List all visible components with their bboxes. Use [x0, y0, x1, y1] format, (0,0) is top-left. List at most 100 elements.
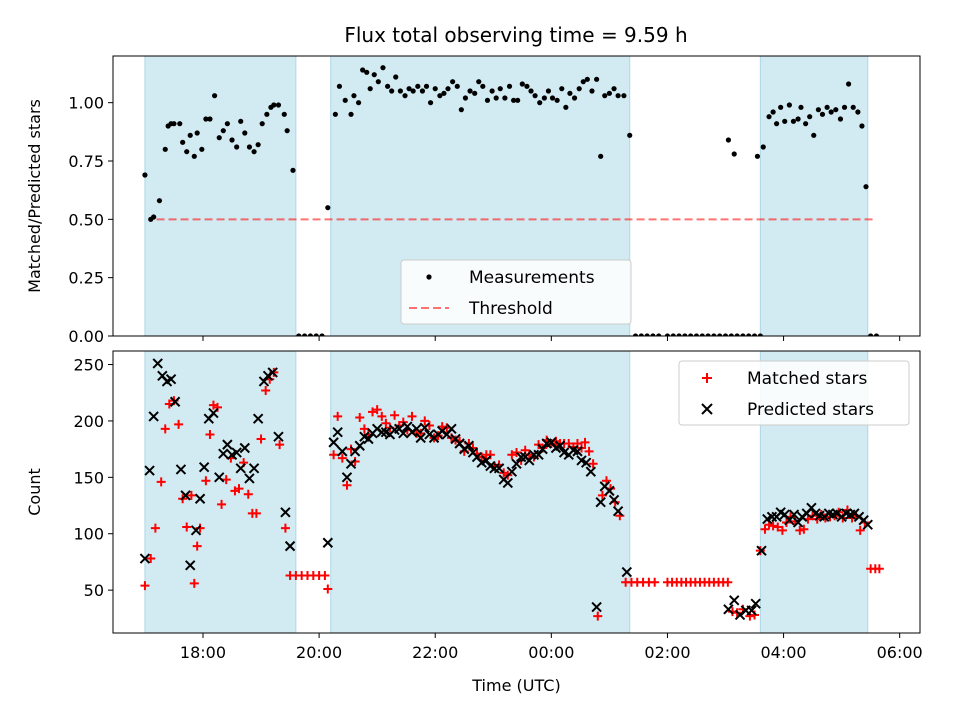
matched-star-point	[768, 521, 778, 531]
measurement-point	[194, 130, 200, 136]
legend: Matched stars Predicted stars	[678, 360, 910, 426]
measurement-point	[515, 97, 521, 103]
measurement-point	[427, 100, 434, 106]
matched-star-point	[507, 450, 517, 460]
predicted-star-point	[750, 598, 761, 609]
matched-star-point	[372, 405, 382, 415]
matched-star-point	[777, 525, 787, 535]
measurement-point	[151, 214, 157, 220]
measurement-point	[873, 333, 880, 336]
measurement-point	[778, 104, 784, 110]
predicted-star-point	[148, 411, 159, 422]
matched-star-point	[795, 525, 805, 535]
matched-star-point	[584, 446, 594, 456]
measurement-point	[859, 123, 865, 129]
axes-frame	[112, 55, 921, 337]
measurement-point	[766, 114, 772, 120]
y-tick-label: 1.00	[68, 94, 104, 113]
legend-marker-matched	[702, 373, 712, 383]
measurement-point	[731, 151, 737, 157]
measurement-point	[833, 107, 839, 113]
y-tick-label: 0.25	[68, 269, 104, 288]
matched-star-point	[140, 581, 150, 591]
matched-star-point	[359, 424, 369, 434]
measurement-point	[606, 90, 612, 96]
measurement-point	[450, 79, 456, 85]
matched-star-point	[205, 429, 215, 439]
measurement-point	[615, 93, 621, 99]
measurement-point	[375, 79, 381, 85]
measurement-point	[541, 95, 547, 101]
matched-star-point	[650, 577, 660, 587]
matched-star-point	[580, 437, 590, 447]
predicted-star-point	[580, 457, 592, 468]
predicted-star-point	[533, 449, 544, 460]
matched-star-point	[256, 434, 266, 444]
predicted-star-point	[165, 373, 177, 385]
predicted-star-point	[214, 472, 225, 483]
measurement-point	[212, 93, 218, 99]
predicted-star-point	[608, 494, 620, 506]
predicted-star-point	[746, 605, 757, 616]
measurement-point	[725, 137, 732, 143]
legend-marker-predicted	[701, 403, 713, 415]
predicted-star-point	[284, 540, 296, 552]
predicted-star-point	[376, 427, 388, 438]
predicted-star-point	[139, 553, 151, 564]
measurement-point	[177, 121, 183, 127]
measurement-point	[850, 104, 856, 110]
predicted-star-point	[180, 490, 191, 501]
predicted-star-point	[341, 472, 353, 483]
measurement-point	[342, 97, 348, 103]
matched-star-point	[320, 570, 330, 580]
matched-star-point	[280, 523, 290, 533]
predicted-star-point	[175, 464, 187, 475]
measurement-point	[571, 95, 578, 101]
matched-star-point	[234, 484, 244, 494]
matched-star-point	[874, 564, 884, 574]
x-tick-label: 02:00	[644, 643, 690, 662]
measurement-point	[184, 149, 190, 155]
series-measurements	[142, 65, 880, 336]
measurement-point	[734, 333, 740, 336]
measurement-point	[489, 88, 495, 94]
measurement-point	[371, 72, 377, 78]
measurement-point	[419, 88, 426, 94]
measurement-point	[187, 132, 193, 138]
measurement-point	[811, 132, 817, 138]
matched-star-point	[243, 489, 253, 499]
measurement-point	[524, 83, 530, 89]
y-tick-label: 0.00	[68, 327, 104, 346]
measurement-point	[594, 76, 600, 82]
measurement-point	[199, 146, 205, 152]
measurement-point	[251, 149, 257, 155]
measurement-point	[332, 111, 338, 117]
measurement-point	[410, 88, 416, 94]
predicted-star-point	[481, 455, 492, 466]
predicted-star-point	[554, 440, 566, 451]
predicted-star-point	[612, 505, 624, 517]
predicted-star-point	[788, 509, 800, 520]
measurement-point	[307, 333, 313, 336]
predicted-star-point	[248, 463, 260, 474]
predicted-star-point	[729, 595, 740, 606]
measurement-point	[611, 86, 617, 92]
measurement-point	[782, 118, 788, 124]
measurement-point	[705, 333, 711, 336]
measurement-point	[325, 205, 331, 211]
measurement-point	[393, 74, 399, 80]
measurement-point	[389, 88, 395, 94]
matched-star-point	[723, 577, 733, 587]
measurement-point	[621, 93, 627, 99]
matched-star-point	[174, 419, 184, 429]
y-axis-label: Count	[25, 468, 44, 516]
predicted-star-point	[244, 473, 255, 484]
predicted-star-point	[252, 413, 264, 424]
measurement-point	[819, 111, 826, 117]
measurement-point	[711, 333, 717, 336]
measurement-point	[528, 88, 534, 94]
matched-star-point	[251, 508, 261, 518]
legend-label: Predicted stars	[747, 400, 874, 420]
measurement-point	[559, 86, 565, 92]
